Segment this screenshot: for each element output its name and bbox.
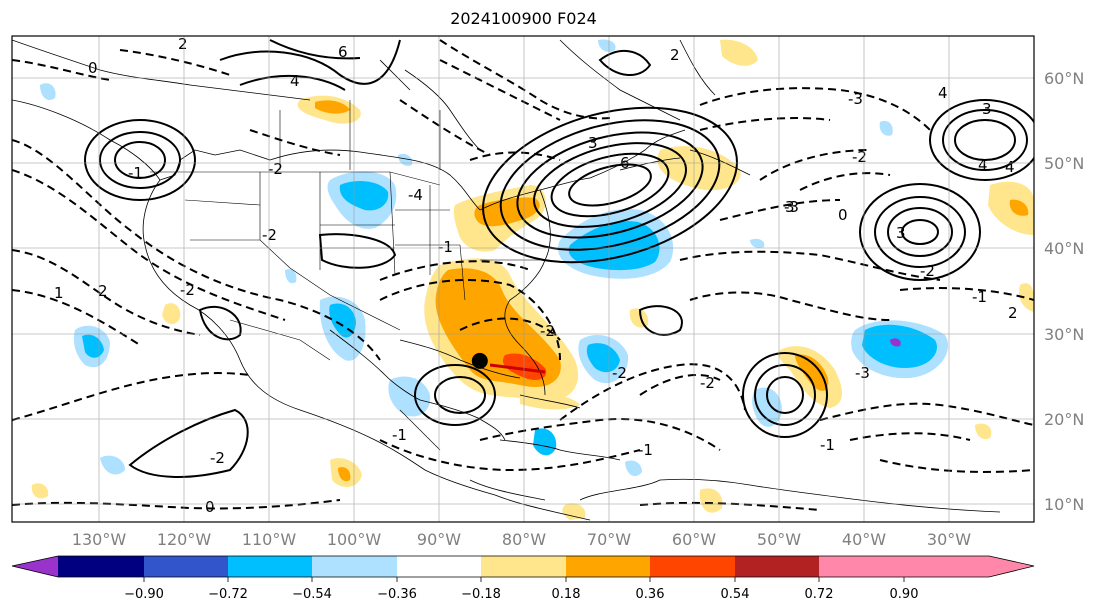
map-content: 2 0 6 4 2 -1 -2 3 6 4 3 4 3 -3 -2 -3 -2 … (12, 35, 1034, 521)
colorbar-segment (819, 556, 1034, 577)
lat-label: 60°N (1044, 69, 1084, 88)
contour-label: 3 (785, 198, 795, 216)
colorbar-tick-label: 0.90 (890, 587, 919, 602)
colorbar-segment (312, 556, 397, 577)
contour-label: 4 (938, 84, 948, 102)
colorbar-segment (566, 556, 650, 577)
contour-label: -1 (972, 288, 987, 306)
contour-label: 2 (178, 35, 188, 53)
contour-label: -2 (700, 374, 715, 392)
colorbar-tick-label: −0.18 (461, 587, 501, 602)
colorbar-tick-label: 0.18 (552, 587, 581, 602)
contour-label: -3 (848, 90, 863, 108)
contour-label: 4 (1005, 158, 1015, 176)
lon-label: 60°W (672, 530, 716, 549)
storm-center-marker (471, 352, 488, 369)
lon-label: 40°W (842, 530, 886, 549)
lon-label: 30°W (927, 530, 971, 549)
contour-label: -2 (180, 281, 195, 299)
contour-label: 0 (88, 59, 98, 77)
lon-label: 80°W (502, 530, 546, 549)
contour-label: -1 (438, 238, 453, 256)
colorbar-segment (58, 556, 144, 577)
colorbar-ticks (143, 577, 905, 582)
contour-label: -3 (784, 198, 799, 216)
map-title: 2024100900 F024 (450, 9, 597, 28)
colorbar: −0.90 −0.72 −0.54 −0.36 −0.18 0.18 0.36 … (11, 555, 1035, 602)
contour-label: -2 (262, 226, 277, 244)
contour-label: 3 (588, 134, 598, 152)
lon-label: 90°W (417, 530, 461, 549)
colorbar-segment (735, 556, 819, 577)
map-background (12, 36, 1034, 522)
contour-label: -2 (852, 148, 867, 166)
contour-label: 4 (290, 72, 300, 90)
negative-contours (12, 39, 1034, 511)
contour-label: 0 (205, 498, 215, 516)
lat-label: 10°N (1044, 495, 1084, 514)
colorbar-tick-label: −0.54 (292, 587, 332, 602)
contour-label: 0 (838, 206, 848, 224)
contour-label: 2 (1008, 304, 1018, 322)
contour-label: 3 (982, 100, 992, 118)
contour-label: -1 (128, 164, 143, 182)
map-border (11, 35, 1035, 523)
contour-label: -4 (408, 186, 423, 204)
lon-label: 120°W (157, 530, 212, 549)
colorbar-outline (11, 555, 1035, 578)
lat-label: 20°N (1044, 410, 1084, 429)
lon-label: 50°W (757, 530, 801, 549)
colorbar-segment (650, 556, 735, 577)
contour-label: 4 (978, 156, 988, 174)
colorbar-segment (144, 556, 228, 577)
contour-label: 3 (896, 224, 906, 242)
contour-label: 1 (54, 284, 64, 302)
colorbar-segment (481, 556, 566, 577)
lon-label: 70°W (587, 530, 631, 549)
coastlines (12, 39, 1001, 521)
storm-track (489, 363, 546, 374)
lat-label: 30°N (1044, 325, 1084, 344)
contour-label: -1 (820, 436, 835, 454)
positive-contours (84, 39, 1034, 478)
contour-label: 2 (98, 282, 108, 300)
colorbar-segment (228, 556, 312, 577)
contour-label: -2 (540, 322, 555, 340)
gridlines (12, 36, 1034, 522)
colorbar-tick-label: −0.36 (377, 587, 417, 602)
lat-label: 50°N (1044, 154, 1084, 173)
contour-label: -2 (268, 160, 283, 178)
colorbar-tick-label: −0.90 (124, 587, 164, 602)
contour-label: -3 (855, 364, 870, 382)
lon-label: 130°W (72, 530, 127, 549)
lon-label: 110°W (242, 530, 297, 549)
contour-label: -2 (920, 262, 935, 280)
contour-labels: 2 0 6 4 2 -1 -2 3 6 4 3 4 3 -3 -2 -3 -2 … (54, 35, 1018, 516)
contour-label: 6 (338, 43, 348, 61)
colorbar-segment (397, 556, 481, 577)
contour-label: -1 (638, 441, 653, 459)
longitude-labels: 130°W 120°W 110°W 100°W 90°W 80°W 70°W 6… (72, 530, 971, 549)
contour-label: -2 (612, 364, 627, 382)
colorbar-tick-label: −0.72 (208, 587, 248, 602)
colorbar-segment (12, 556, 58, 577)
lon-label: 100°W (327, 530, 382, 549)
contour-label: 2 (670, 46, 680, 64)
colorbar-tick-label: 0.36 (636, 587, 665, 602)
colorbar-tick-label: 0.54 (721, 587, 750, 602)
contour-label: -2 (210, 449, 225, 467)
lat-label: 40°N (1044, 239, 1084, 258)
colorbar-tick-label: 0.72 (805, 587, 834, 602)
latitude-labels: 60°N 50°N 40°N 30°N 20°N 10°N (1044, 69, 1084, 514)
contour-label: -1 (392, 426, 407, 444)
